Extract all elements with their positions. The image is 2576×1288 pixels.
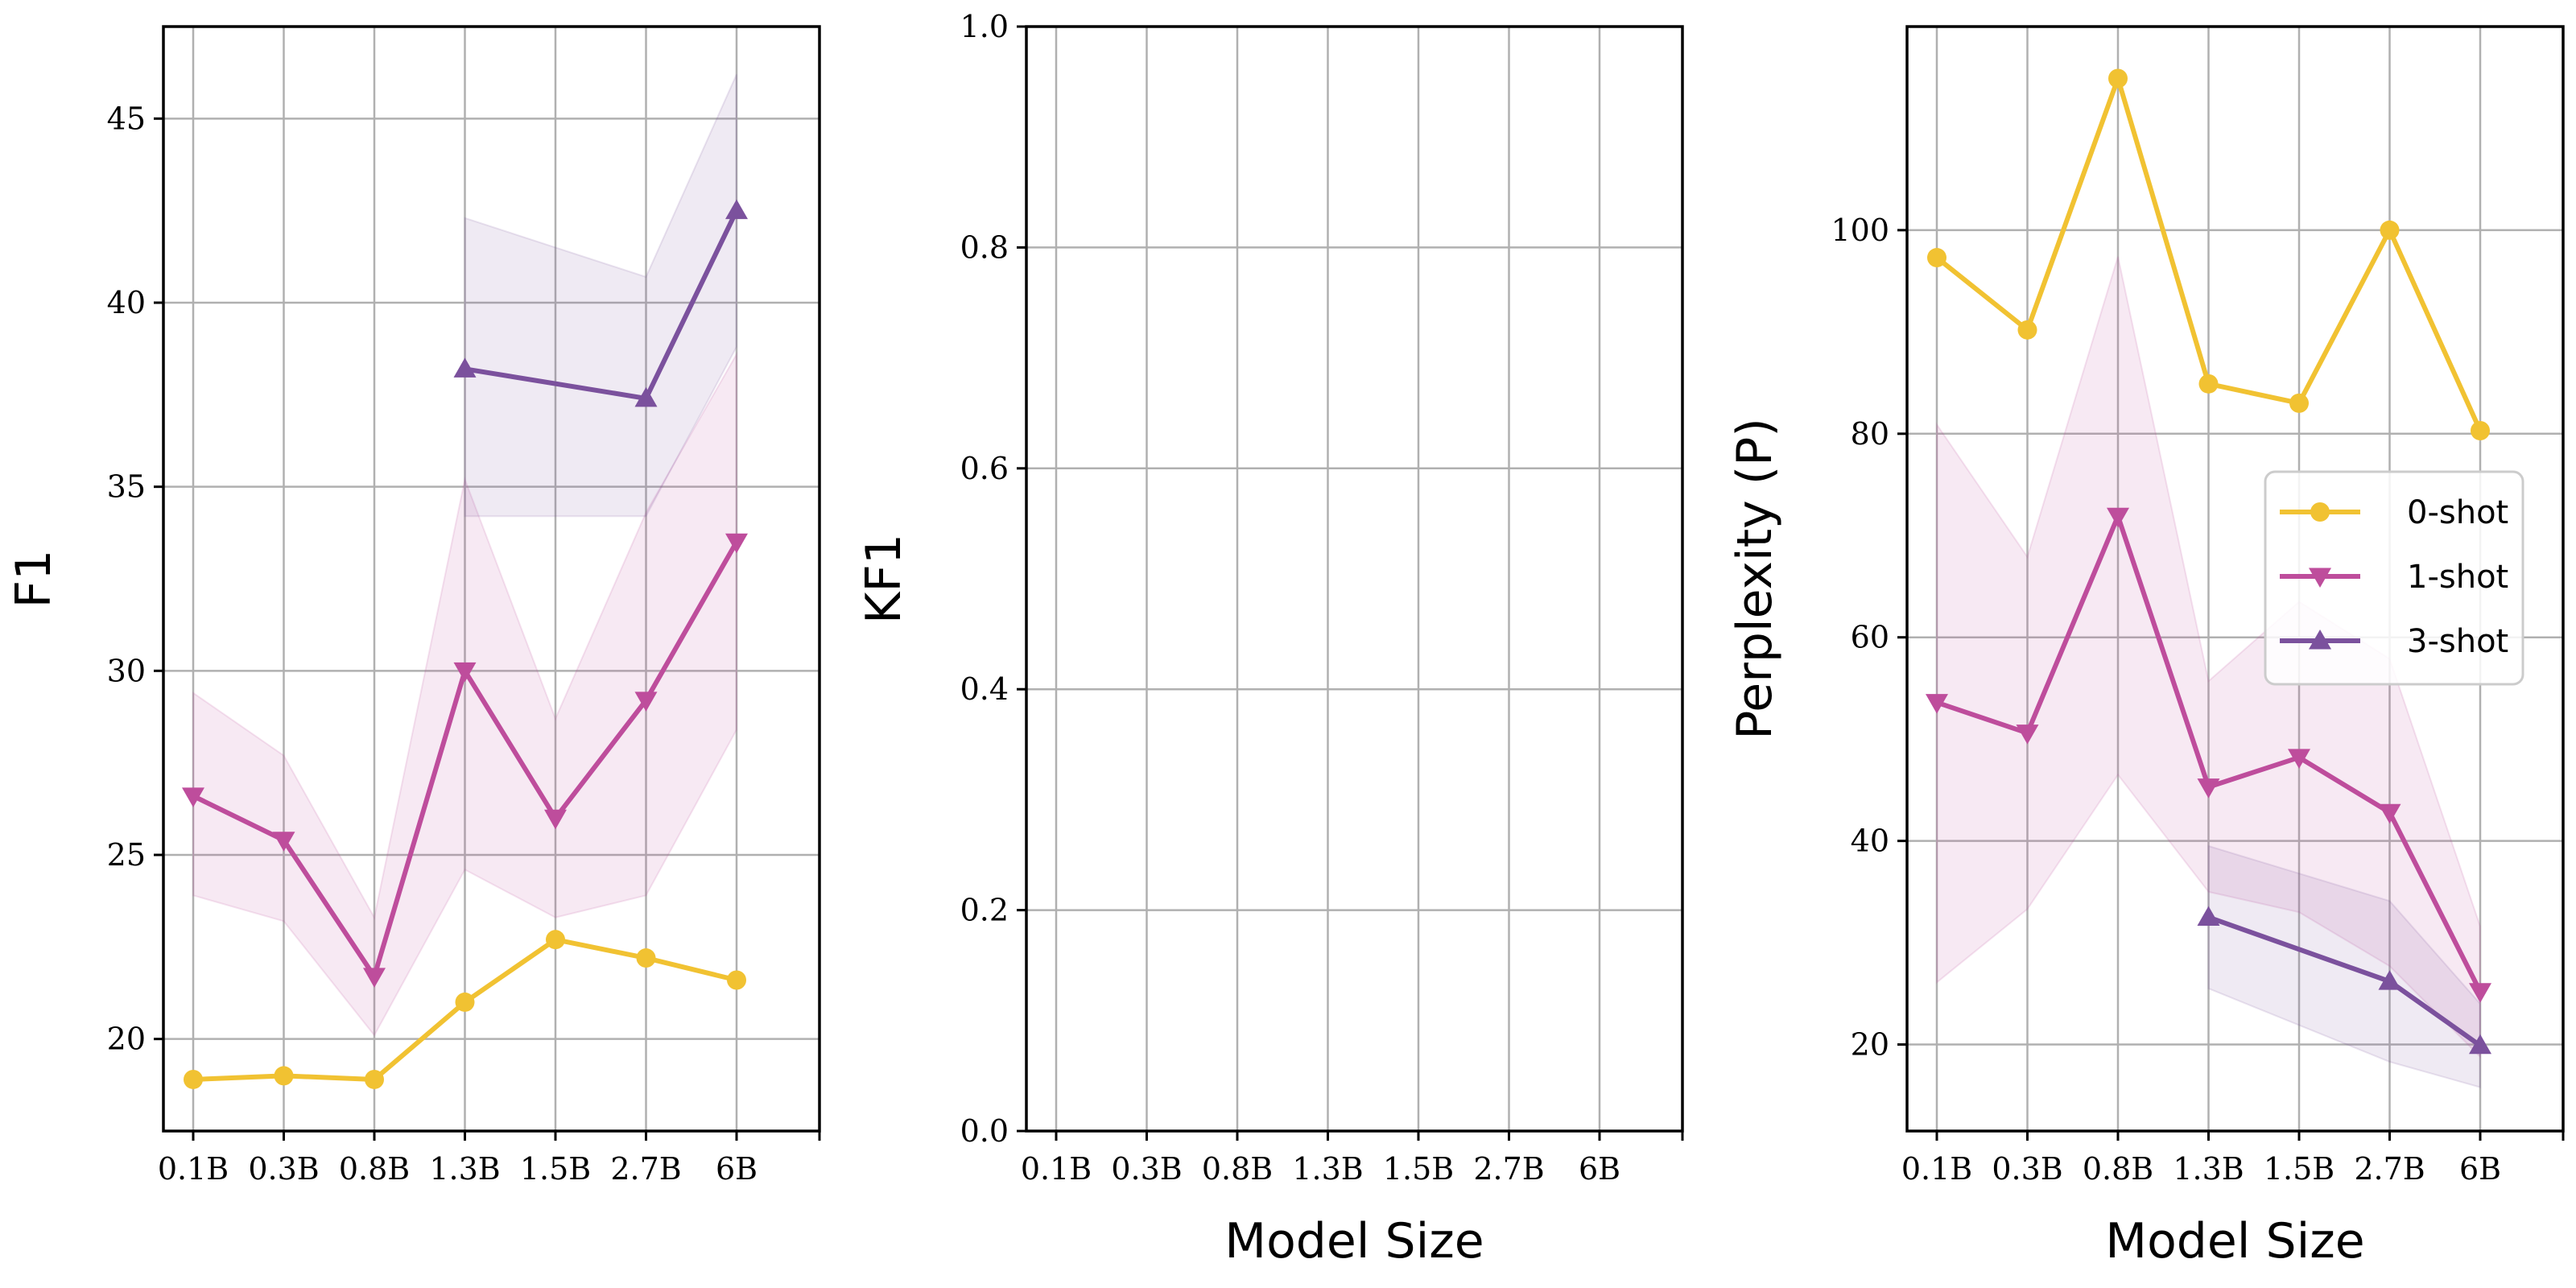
x-tick-label: 0.1B [158,1151,229,1187]
x-tick-label: 1.3B [1292,1151,1363,1187]
y-tick-label: 20 [1851,1027,1889,1063]
legend-box [2264,470,2524,686]
x-tick-label: 1.5B [1383,1151,1454,1187]
x-tick-label: 6B [1579,1151,1620,1187]
y-tick-label: 1.0 [960,9,1009,44]
data-point [2198,374,2219,394]
legend-marker [2310,502,2330,522]
data-point [274,1066,294,1086]
data-point [1927,248,1946,268]
x-axis-label: Model Size [2105,1213,2364,1269]
data-point [453,357,477,378]
confidence-band-3-shot [464,74,737,518]
data-point [2289,393,2309,413]
y-axis-label: F1 [6,550,62,609]
y-tick-label: 0.4 [960,671,1009,707]
y-tick-label: 0.8 [960,229,1009,265]
y-tick-label: 0.6 [960,451,1009,486]
data-point [272,832,295,852]
data-point [182,787,204,807]
legend-marker [2309,568,2331,588]
y-tick-label: 45 [107,101,146,136]
perplexity-panel: 20 40 60 80 100 0.1B 0.3B 0.8B 1.3B 1.5B 2.7B 6B Per… [1727,25,2565,1269]
x-tick-label: 1.5B [520,1151,591,1187]
data-point [2471,421,2490,441]
y-tick-label: 40 [1851,824,1889,859]
x-tick-label: 1.3B [2173,1151,2244,1187]
y-tick-label: 0.2 [960,893,1009,928]
x-tick-label: 6B [2459,1151,2501,1187]
x-tick-label: 2.7B [2354,1151,2425,1187]
data-point [546,930,565,950]
data-point [634,691,658,712]
data-point [453,662,477,683]
x-tick-label: 2.7B [610,1151,681,1187]
legend-label: 0-shot [2407,494,2508,531]
x-tick-label: 6B [716,1151,758,1187]
data-point [2016,724,2039,745]
x-tick-label: 0.8B [1202,1151,1273,1187]
data-point [544,809,567,830]
y-tick-label: 60 [1851,620,1889,655]
data-point [2378,803,2401,824]
confidence-band-1-shot [192,351,737,1037]
data-point [365,1069,384,1089]
y-tick-label: 0.0 [960,1113,1009,1149]
y-tick-label: 100 [1831,213,1889,248]
data-point [636,948,656,968]
x-tick-label: 1.5B [2264,1151,2334,1187]
plot-frame [1025,25,1684,1133]
data-point [727,970,746,990]
data-point [2469,1034,2491,1055]
x-tick-label: 0.8B [2083,1151,2153,1187]
legend-marker [2309,630,2331,650]
x-tick-label: 0.1B [1901,1151,1972,1187]
x-tick-label: 2.7B [1473,1151,1544,1187]
f1-panel: 20 25 30 35 40 45 0.1B 0.3B 0.8B 1.3B 1.5B 2.7B 6B F1 [6,25,821,1187]
data-point [2380,220,2400,240]
y-tick-label: 20 [107,1022,146,1057]
y-axis-label: Perplexity (P) [1727,418,1783,740]
legend: 0-shot 1-shot 3-shot [2264,470,2524,686]
plot-frame [1905,25,2565,1133]
x-tick-label: 0.1B [1021,1151,1092,1187]
data-point [2197,906,2220,926]
plot-frame [162,25,821,1133]
y-tick-label: 30 [107,653,146,688]
x-tick-label: 0.3B [248,1151,319,1187]
data-point [1926,694,1948,714]
data-point [725,533,748,554]
data-point [2197,778,2220,799]
x-tick-label: 0.3B [1111,1151,1182,1187]
y-tick-label: 35 [107,469,146,505]
y-tick-label: 40 [107,285,146,320]
confidence-band-1-shot [1936,256,2481,1059]
data-point [184,1069,203,1089]
data-point [2469,983,2491,1003]
x-tick-label: 0.3B [1992,1151,2062,1187]
x-tick-label: 1.3B [429,1151,500,1187]
y-tick-label: 25 [107,837,146,873]
data-point [2108,68,2128,89]
y-axis-label: KF1 [856,534,912,624]
data-point [725,199,748,220]
data-point [455,992,475,1012]
legend-label: 1-shot [2407,559,2508,596]
kf1-panel: 0.0 0.2 0.4 0.6 0.8 1.0 0.1B 0.3B 0.8B 1.3B 1.5B 2.… [856,9,1684,1269]
data-point [2017,320,2037,340]
legend-label: 3-shot [2407,623,2508,660]
data-point [363,968,386,988]
data-point [2288,749,2310,769]
data-point [2378,970,2401,990]
x-axis-label: Model Size [1224,1213,1484,1269]
y-tick-label: 80 [1851,416,1889,452]
data-point [2107,507,2129,528]
x-tick-label: 0.8B [339,1151,410,1187]
data-point [634,386,658,407]
